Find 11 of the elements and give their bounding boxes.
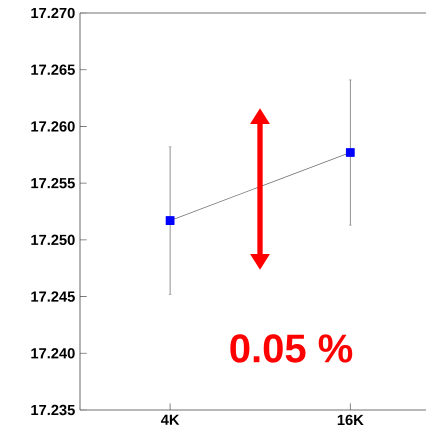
annotation: 0.05 % xyxy=(230,334,352,363)
y-tick-label: 17.270 xyxy=(31,8,75,18)
y-tick-label: 17.245 xyxy=(31,291,75,302)
y-tick-label: 17.240 xyxy=(31,348,75,358)
y-tick-label: 17.265 xyxy=(31,64,75,75)
x-tick-label: 16K xyxy=(338,414,364,426)
y-tick-label: 17.255 xyxy=(31,178,75,188)
x-tick-label: 4K xyxy=(160,414,180,425)
y-tick-label: 17.235 xyxy=(31,404,75,416)
y-tick-label: 17.250 xyxy=(31,234,75,246)
y-tick-label: 17.260 xyxy=(31,121,75,132)
